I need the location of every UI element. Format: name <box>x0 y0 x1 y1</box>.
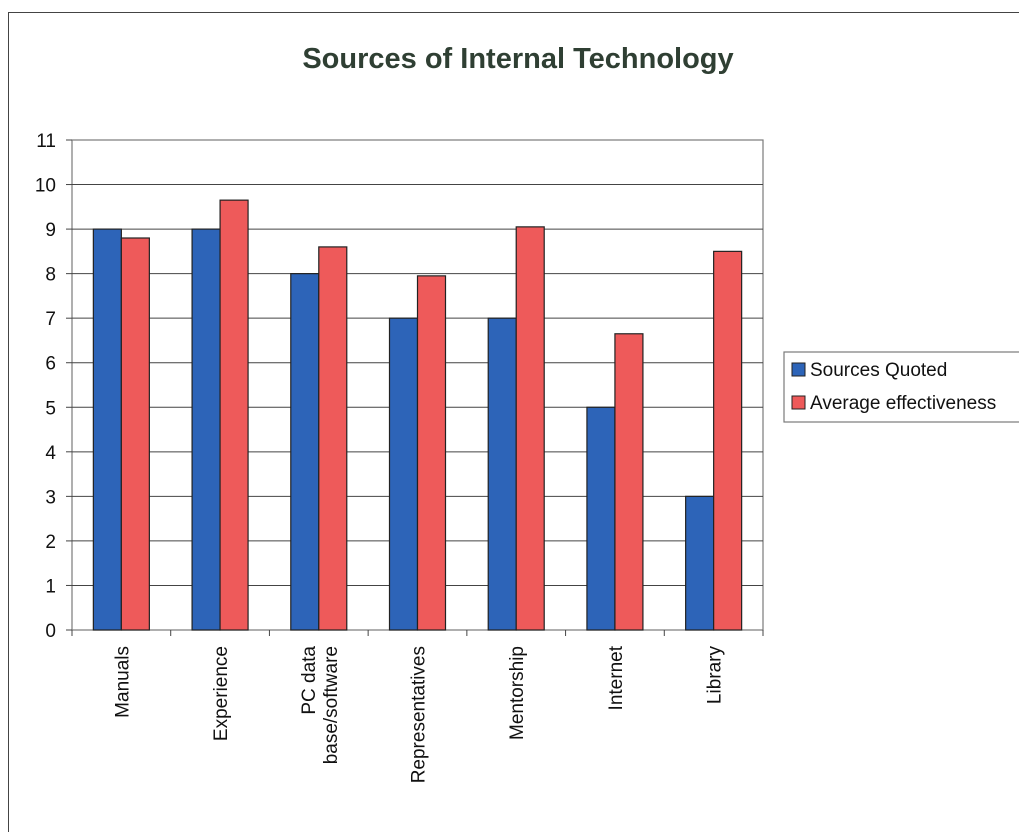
x-category-label: Mentorship <box>507 646 528 740</box>
legend-swatch <box>791 362 806 377</box>
x-category-label: PC data base/software <box>299 646 342 765</box>
x-category-text: Manuals <box>112 646 133 718</box>
legend-swatch <box>791 395 806 410</box>
y-tick-label: 9 <box>45 220 56 241</box>
y-tick-label: 10 <box>35 176 56 197</box>
x-category-text: Internet <box>606 645 627 710</box>
chart-title: Sources of Internal Technology <box>302 43 733 75</box>
bar-average-effectiveness <box>515 226 545 631</box>
bar-average-effectiveness <box>120 237 150 631</box>
x-category-text: Mentorship <box>507 646 528 740</box>
chart-frame <box>8 12 1019 832</box>
legend-box <box>783 351 1019 423</box>
bar-sources-quoted <box>487 317 517 631</box>
x-category-text: Library <box>705 646 726 705</box>
x-category-text: PC data <box>299 646 320 715</box>
y-tick-label: 7 <box>45 309 56 330</box>
bar-sources-quoted <box>92 228 122 631</box>
plot-area: 0 1 2 3 4 5 6 7 8 9 10 11 Manuals Experience PC data ba… <box>35 131 764 783</box>
y-tick-label: 0 <box>45 621 56 642</box>
x-category-label: Experience <box>211 646 232 741</box>
y-tick-label: 5 <box>45 398 56 419</box>
y-tick-label: 1 <box>45 576 56 597</box>
y-tick-label: 2 <box>45 532 56 553</box>
bar-average-effectiveness <box>219 199 249 631</box>
x-category-label: Manuals <box>112 646 133 718</box>
bar-average-effectiveness <box>416 275 447 631</box>
legend: Sources Quoted Average effectiveness <box>783 351 1019 423</box>
x-category-label: Internet <box>606 645 627 710</box>
y-tick-label: 8 <box>45 265 56 286</box>
y-tick-label: 6 <box>45 354 56 375</box>
x-category-label: Representatives <box>409 646 430 783</box>
x-category-text: base/software <box>321 646 342 764</box>
x-category-text: Experience <box>211 646 232 741</box>
y-tick-label: 4 <box>45 443 56 464</box>
x-category-label: Library <box>705 646 726 705</box>
legend-label: Sources Quoted <box>810 360 947 381</box>
y-tick-label: 3 <box>45 487 56 508</box>
bar-sources-quoted <box>191 228 221 631</box>
bar-average-effectiveness <box>614 333 644 631</box>
bar-average-effectiveness <box>318 246 348 631</box>
legend-label: Average effectiveness <box>810 393 996 414</box>
bar-sources-quoted <box>388 317 419 631</box>
bar-average-effectiveness <box>713 250 743 631</box>
y-tick-label: 11 <box>36 131 56 152</box>
x-category-text: Representatives <box>409 646 430 783</box>
bar-sources-quoted <box>586 406 616 631</box>
bar-sources-quoted <box>290 273 320 631</box>
bar-sources-quoted <box>685 495 715 631</box>
